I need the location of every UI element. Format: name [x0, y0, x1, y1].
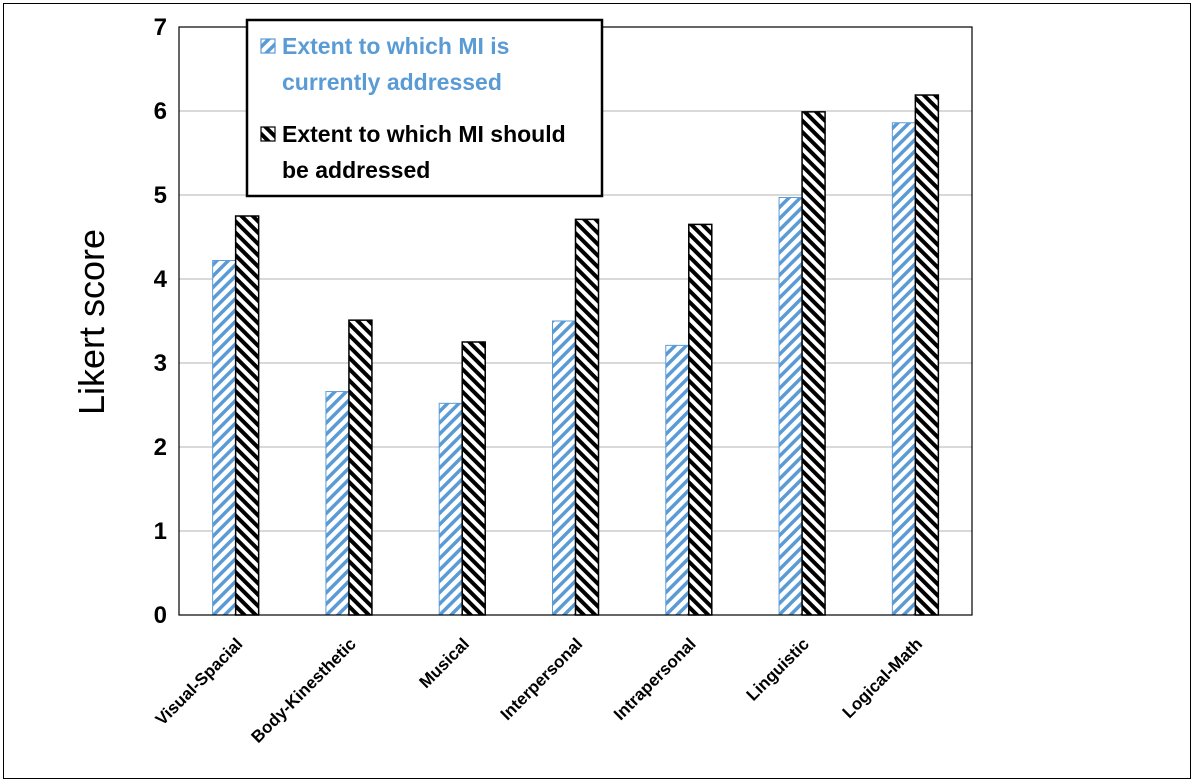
bar-currently-0	[212, 260, 237, 616]
legend-label-should-line1: Extent to which MI should	[282, 121, 566, 147]
y-tick-label: 4	[154, 266, 168, 293]
bar-should-5	[801, 111, 826, 616]
y-tick-label: 0	[154, 602, 167, 629]
bar-currently-5	[778, 197, 803, 616]
bar-currently-3	[552, 320, 576, 616]
bar-currently-4	[665, 344, 690, 616]
x-tick-label: Interpersonal	[497, 634, 587, 724]
legend-label-currently-line2: currently addressed	[282, 69, 502, 95]
y-tick-label: 1	[154, 518, 167, 545]
y-axis-label: Likert score	[71, 229, 112, 415]
legend-label-should-line2: be addressed	[282, 157, 430, 183]
x-tick-label: Linguistic	[743, 634, 813, 704]
y-tick-label: 2	[154, 434, 167, 461]
bar-should-0	[234, 215, 260, 616]
x-tick-label: Logical-Math	[839, 634, 927, 722]
legend: Extent to which MI is currently addresse…	[245, 18, 604, 198]
x-tick-labels: Visual-Spacial Body-Kinesthetic Musical Int…	[152, 634, 926, 746]
legend-swatch-currently	[260, 38, 276, 54]
x-tick-label: Body-Kinesthetic	[247, 634, 359, 746]
legend-box	[245, 18, 604, 198]
bar-should-2	[461, 341, 486, 616]
y-tick-label: 7	[154, 14, 167, 41]
bar-currently-1	[325, 391, 350, 616]
y-tick-label: 5	[154, 182, 167, 209]
x-tick-label: Intrapersonal	[610, 634, 700, 724]
y-tick-labels: 0 1 2 3 4 5 6 7	[154, 14, 168, 629]
bar-should-6	[914, 94, 940, 616]
legend-swatch-should	[260, 126, 276, 142]
bar-should-4	[688, 223, 713, 616]
y-tick-label: 6	[154, 98, 167, 125]
bar-currently-2	[438, 402, 463, 616]
x-tick-label: Visual-Spacial	[152, 634, 247, 729]
legend-label-currently-line1: Extent to which MI is	[282, 33, 509, 59]
x-tick-label: Musical	[416, 634, 474, 692]
bar-should-3	[574, 218, 600, 616]
chart-frame	[3, 3, 1191, 779]
y-tick-label: 3	[154, 350, 167, 377]
bar-should-1	[348, 319, 373, 616]
bars	[212, 94, 940, 616]
bar-currently-6	[891, 122, 916, 616]
